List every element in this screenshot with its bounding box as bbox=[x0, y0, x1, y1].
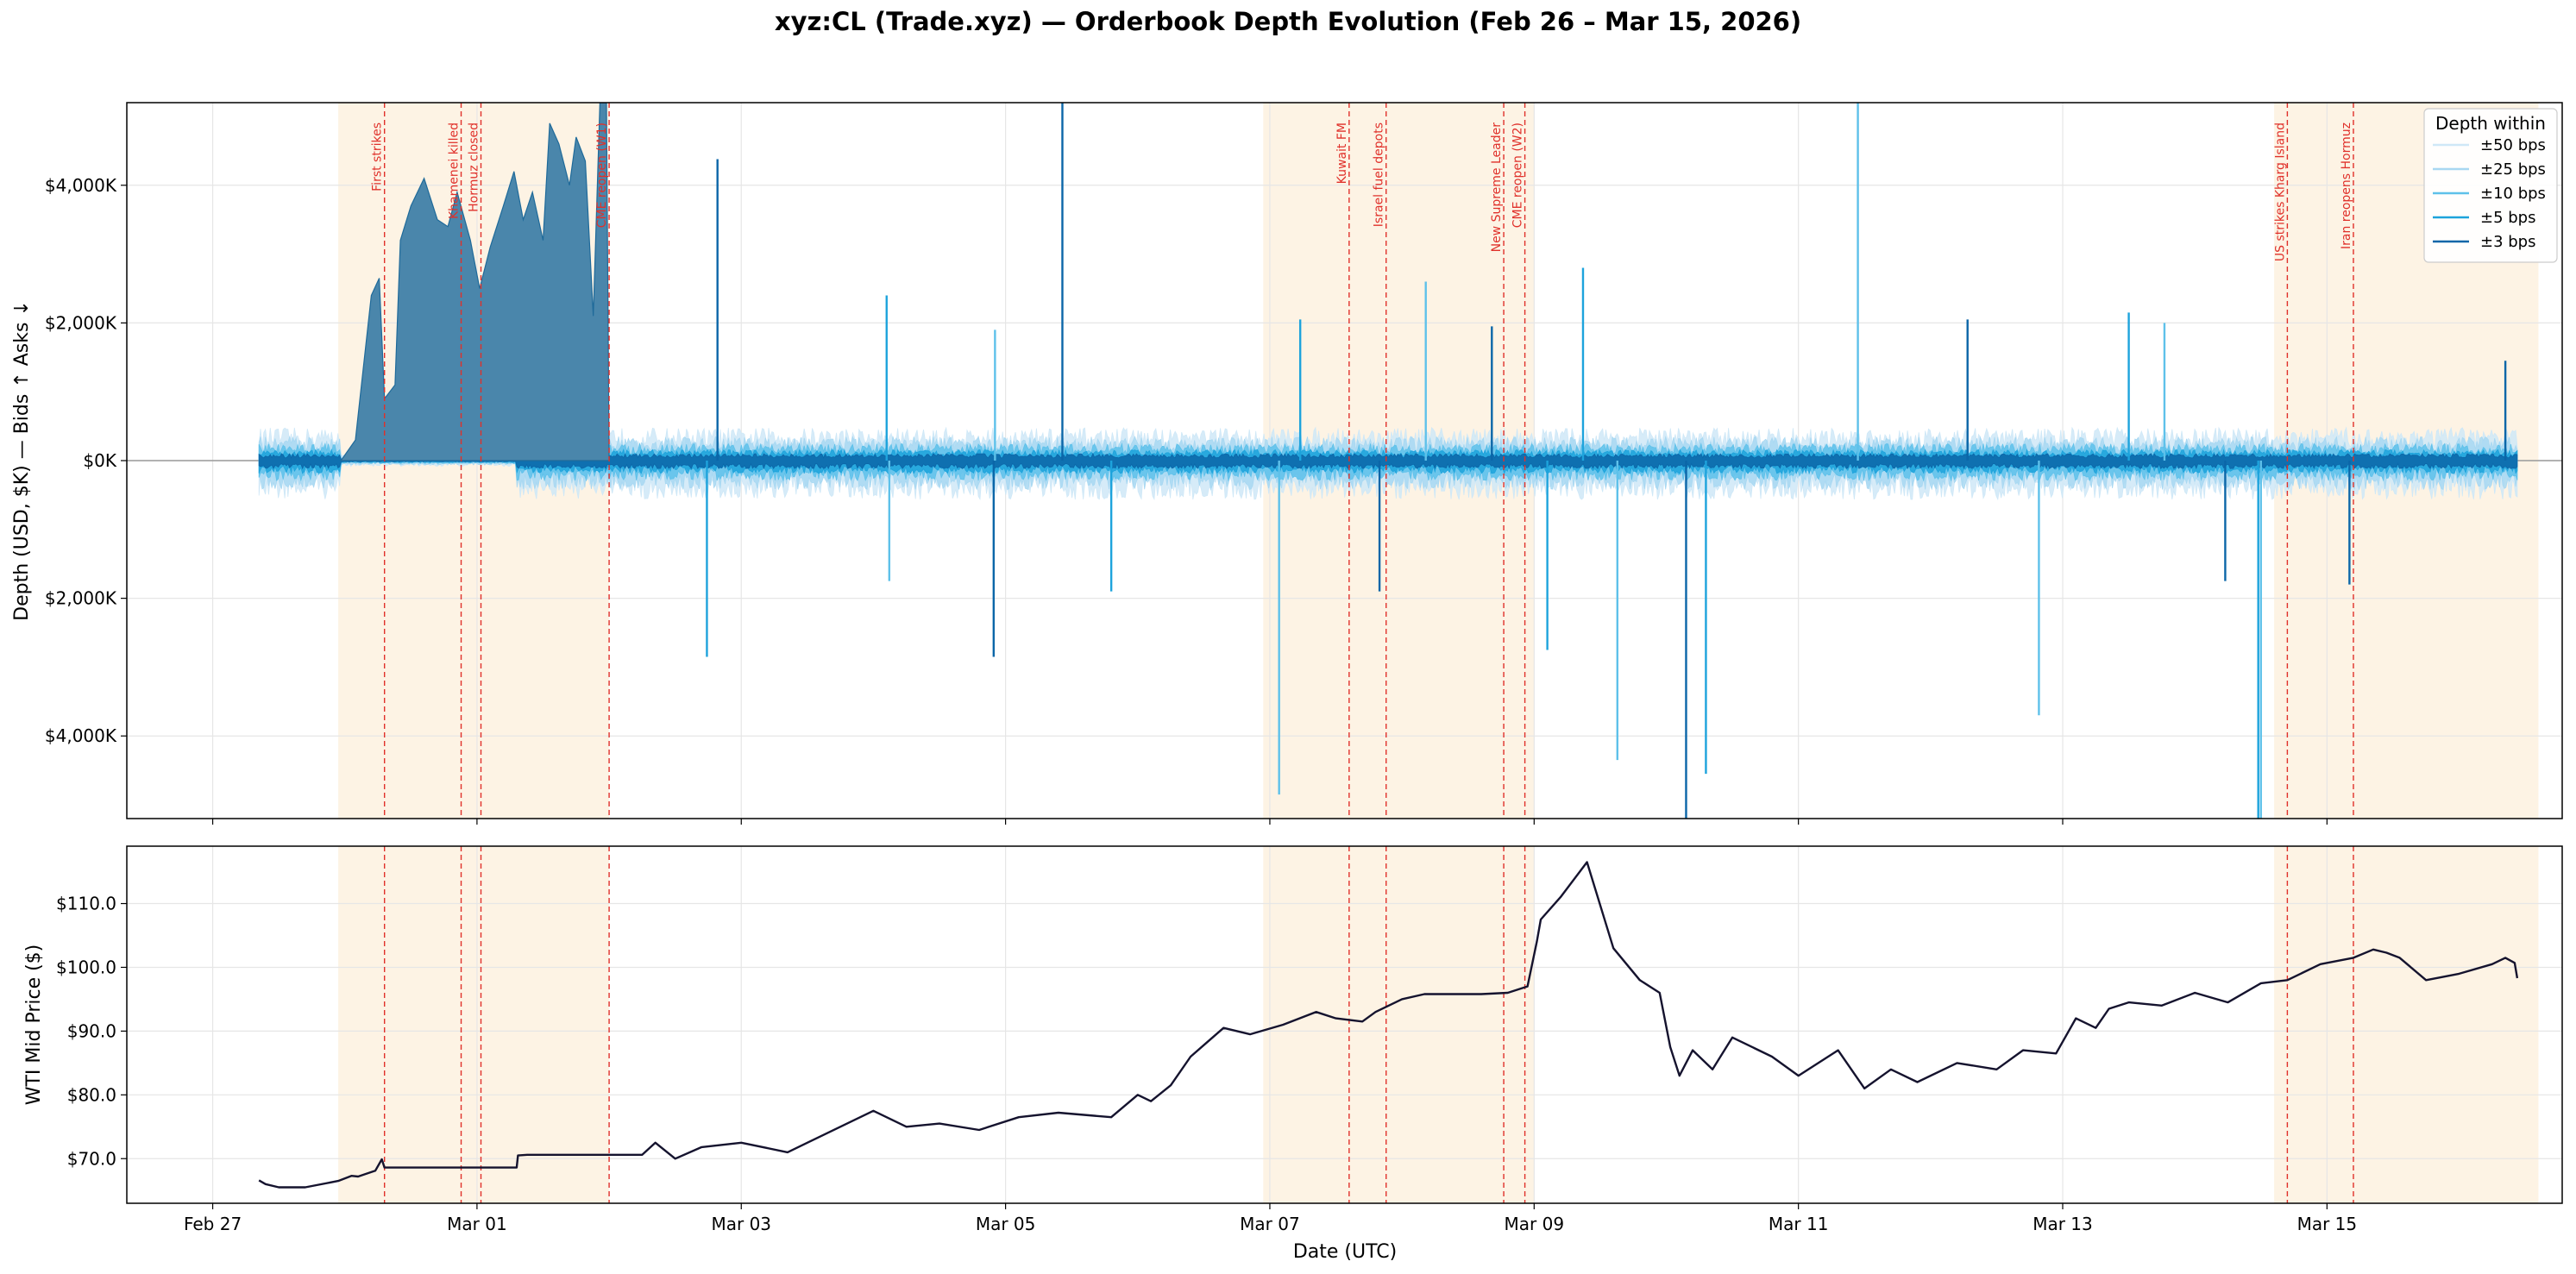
y-tick-label: $80.0 bbox=[67, 1084, 116, 1105]
event-label: Kuwait FM bbox=[1335, 122, 1349, 184]
event-label: Iran reopens Hormuz bbox=[2340, 122, 2353, 249]
depth-panel: First strikes Khamenei killed Hormuz close… bbox=[11, 102, 2563, 825]
y-tick-label: $100.0 bbox=[56, 957, 116, 977]
x-tick-label: Mar 13 bbox=[2033, 1214, 2093, 1234]
legend-label: ±50 bps bbox=[2480, 136, 2546, 154]
price-y-axis-label: WTI Mid Price ($) bbox=[23, 945, 45, 1106]
x-axis-label: Date (UTC) bbox=[1293, 1241, 1397, 1263]
price-line bbox=[258, 861, 2519, 1189]
price-plot-frame bbox=[126, 845, 2563, 1204]
legend-label: ±5 bps bbox=[2480, 209, 2536, 227]
x-tick-label: Mar 05 bbox=[976, 1214, 1036, 1234]
event-label: CME reopen (W1) bbox=[595, 122, 609, 228]
x-tick-label: Mar 11 bbox=[1769, 1214, 1829, 1234]
y-tick-label: $2,000K bbox=[45, 312, 117, 333]
x-tick-label: Mar 09 bbox=[1505, 1214, 1565, 1234]
y-tick-label: $110.0 bbox=[56, 894, 116, 914]
event-label: Khamenei killed bbox=[448, 122, 462, 219]
y-tick-label: $90.0 bbox=[67, 1020, 116, 1041]
x-tick-label: Feb 27 bbox=[184, 1214, 242, 1234]
event-label: First strikes bbox=[371, 122, 385, 191]
legend-label: ±10 bps bbox=[2480, 185, 2546, 203]
x-tick-label: Mar 01 bbox=[447, 1214, 507, 1234]
legend-label: ±3 bps bbox=[2480, 233, 2536, 251]
event-label: Hormuz closed bbox=[468, 122, 481, 212]
y-tick-label: $2,000K bbox=[45, 588, 117, 609]
depth-y-axis-label: Depth (USD, $K) — Bids ↑ Asks ↓ bbox=[11, 300, 33, 621]
event-label: US strikes Kharg Island bbox=[2273, 122, 2287, 261]
shaded-period-price-2 bbox=[2274, 846, 2539, 1203]
x-tick-label: Mar 03 bbox=[711, 1214, 771, 1234]
y-tick-label: $4,000K bbox=[45, 175, 117, 196]
legend-label: ±25 bps bbox=[2480, 160, 2546, 179]
x-tick-label: Mar 07 bbox=[1240, 1214, 1300, 1234]
y-tick-label: $70.0 bbox=[67, 1148, 116, 1169]
legend: Depth within ±50 bps ±25 bps ±10 bps ±5 bps… bbox=[2423, 108, 2558, 263]
depth-series-±3 bps bbox=[258, 452, 2518, 470]
event-label: New Supreme Leader bbox=[1490, 122, 1504, 253]
figure-title: xyz:CL (Trade.xyz) — Orderbook Depth Evo… bbox=[774, 7, 1802, 36]
event-label: CME reopen (W2) bbox=[1511, 122, 1525, 228]
x-tick-label: Mar 15 bbox=[2297, 1214, 2358, 1234]
legend-title: Depth within bbox=[2435, 113, 2546, 134]
shaded-period-price-0 bbox=[338, 846, 610, 1203]
event-label: Israel fuel depots bbox=[1373, 122, 1386, 227]
price-panel: $70.0 $80.0 $90.0 $100.0 $110.0 Feb 27 Mar 01… bbox=[23, 845, 2563, 1263]
shaded-period-price-1 bbox=[1263, 846, 1535, 1203]
y-tick-label: $4,000K bbox=[45, 725, 117, 746]
legend-box bbox=[2423, 108, 2558, 263]
y-tick-label: $0K bbox=[83, 450, 116, 471]
bid-wall-block bbox=[339, 103, 610, 461]
